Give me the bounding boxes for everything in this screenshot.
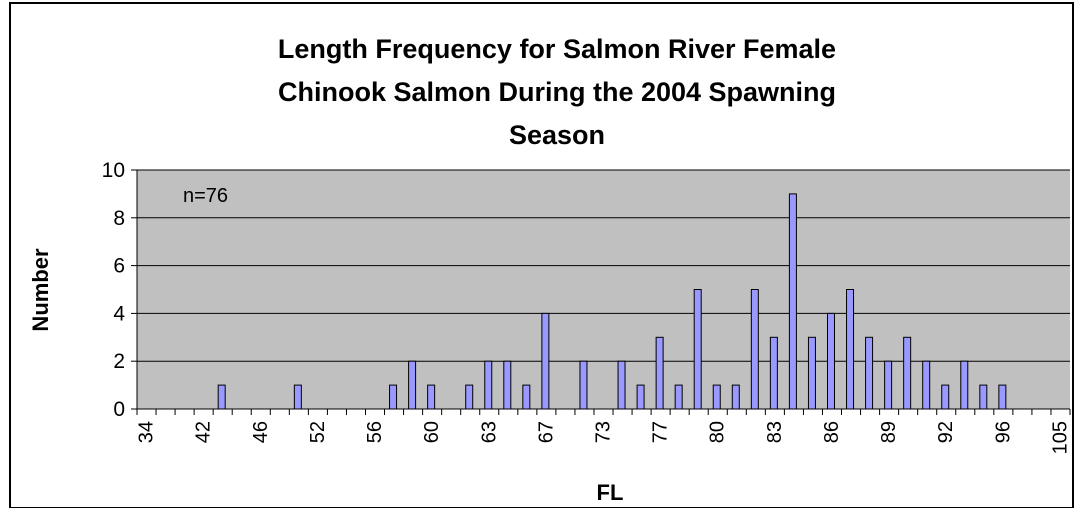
bar	[807, 336, 816, 410]
bar	[217, 384, 226, 410]
x-tick-label: 83	[764, 421, 786, 443]
bar	[541, 312, 550, 410]
x-tick-label: 80	[707, 421, 729, 443]
title-line: Season	[509, 120, 605, 150]
chart-title: Length Frequency for Salmon River Female…	[278, 34, 836, 150]
x-tick-label: 60	[421, 421, 443, 443]
bar	[865, 336, 874, 410]
y-tick-label: 10	[102, 159, 125, 182]
bar	[884, 360, 893, 410]
x-tick-label: 92	[935, 421, 957, 443]
bar	[617, 360, 626, 410]
bar	[941, 384, 950, 410]
x-tick-label: 52	[307, 421, 329, 443]
x-tick-label: 63	[478, 421, 500, 443]
bar	[465, 384, 474, 410]
annotation: n=76	[183, 185, 228, 207]
bar	[903, 336, 912, 410]
y-tick-label: 4	[113, 302, 125, 325]
plot-area	[137, 170, 1070, 409]
y-tick-label: 2	[113, 350, 125, 373]
bar	[731, 384, 740, 410]
x-tick-label: 56	[364, 421, 386, 443]
x-tick-label: 73	[593, 421, 615, 443]
bar	[293, 384, 302, 410]
x-tick-label: 89	[878, 421, 900, 443]
bar	[427, 384, 436, 410]
bar	[389, 384, 398, 410]
bar	[788, 193, 797, 410]
x-tick-label: 67	[535, 421, 557, 443]
bar	[522, 384, 531, 410]
bar	[655, 336, 664, 410]
bar	[636, 384, 645, 410]
bar	[922, 360, 931, 410]
bar	[712, 384, 721, 410]
x-tick-label: 105	[1049, 421, 1071, 454]
x-axis-title: FL	[597, 480, 624, 505]
bar	[674, 384, 683, 410]
x-tick-label: 77	[650, 421, 672, 443]
bar	[484, 360, 493, 410]
bar	[960, 360, 969, 410]
bar	[503, 360, 512, 410]
bar	[693, 289, 702, 410]
title-line: Length Frequency for Salmon River Female	[278, 34, 836, 64]
title-line: Chinook Salmon During the 2004 Spawning	[278, 77, 836, 107]
bar	[998, 384, 1007, 410]
bar	[579, 360, 588, 410]
x-tick-label: 86	[821, 421, 843, 443]
bar	[846, 289, 855, 410]
x-tick-label: 46	[250, 421, 272, 443]
y-axis-title: Number	[28, 248, 53, 332]
bar	[769, 336, 778, 410]
bar	[826, 312, 835, 410]
x-tick-label: 96	[992, 421, 1014, 443]
y-tick-label: 8	[113, 207, 125, 230]
y-tick-label: 0	[113, 398, 125, 421]
bar	[750, 289, 759, 410]
bar	[979, 384, 988, 410]
x-tick-label: 34	[136, 421, 158, 443]
y-tick-label: 6	[113, 255, 125, 278]
x-tick-label: 42	[193, 421, 215, 443]
bar	[408, 360, 417, 410]
